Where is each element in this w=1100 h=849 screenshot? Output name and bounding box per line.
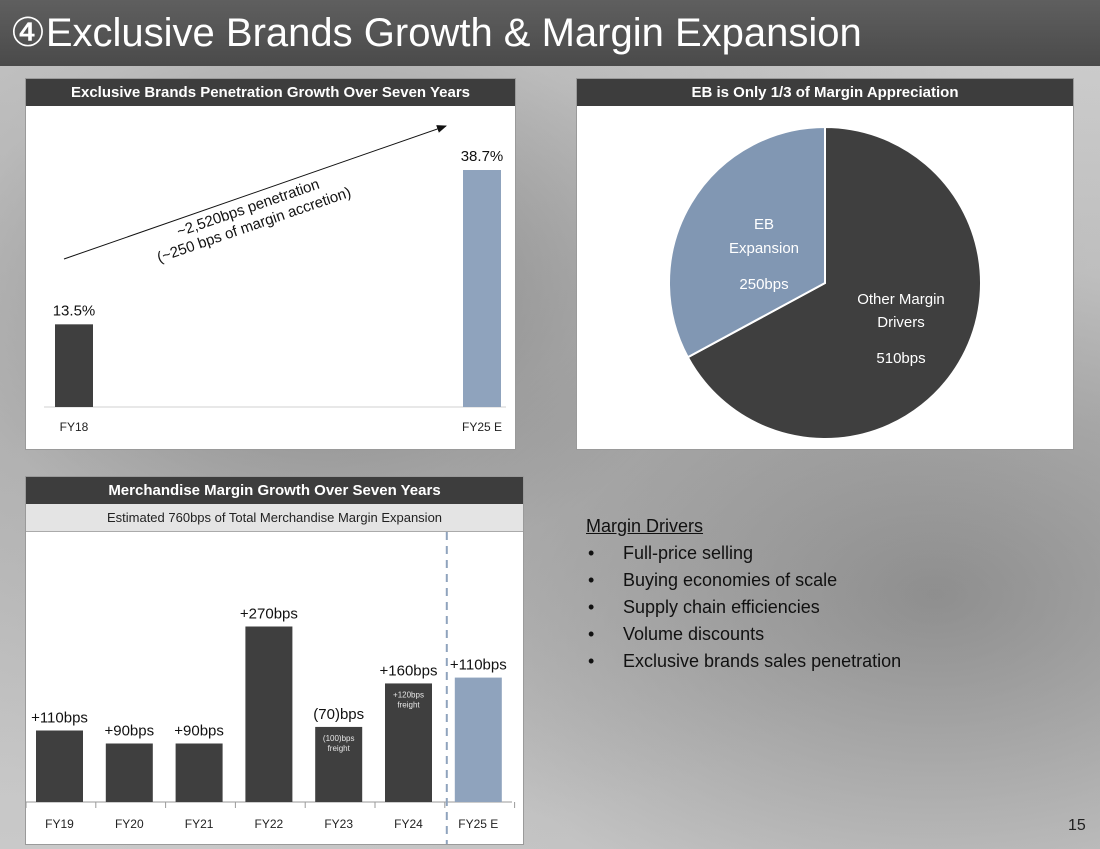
bullet-icon: • <box>588 624 595 644</box>
margin-driver-label: Supply chain efficiencies <box>623 597 820 617</box>
margin-bar <box>385 683 432 802</box>
margin-tick-label: FY24 <box>394 817 423 831</box>
margin-panel-subtitle: Estimated 760bps of Total Merchandise Ma… <box>26 504 523 532</box>
pie-chart: EB Expansion 250bps Other Margin Drivers 510b… <box>668 125 982 440</box>
margin-drivers-title: Margin Drivers <box>586 516 704 536</box>
pie-slice-other <box>686 125 982 440</box>
bullet-icon: • <box>588 543 595 563</box>
pie-label-eb-name2: Expansion <box>729 240 799 257</box>
margin-driver-item: • Buying economies of scale <box>586 567 1066 594</box>
bullet-icon: • <box>588 570 595 590</box>
margin-driver-label: Buying economies of scale <box>623 570 838 590</box>
margin-driver-label: Exclusive brands sales penetration <box>623 651 902 671</box>
margin-bar-label: (70)bps <box>313 706 364 723</box>
penetration-chart: ~2,520bps penetration (~250 bps of margi… <box>44 125 506 434</box>
pie-label-eb-value: 250bps <box>739 276 788 293</box>
pie-label-other-value: 510bps <box>876 350 925 367</box>
margin-bar-note: +120bps <box>393 690 424 699</box>
page-number: 15 <box>1068 817 1086 834</box>
margin-bar <box>454 677 502 802</box>
margin-chart: +110bps FY19 +90bps FY20 +90bps FY21 +270bps FY… <box>25 532 516 844</box>
margin-bar-label: +90bps <box>104 723 154 740</box>
pie-label-other-name1: Other Margin <box>857 291 945 308</box>
penetration-bar <box>55 324 93 407</box>
margin-bar <box>105 743 153 802</box>
margin-tick-label: FY19 <box>45 817 74 831</box>
penetration-bar <box>463 170 501 407</box>
margin-bar-label: +160bps <box>380 662 438 679</box>
pie-label-other-name2: Drivers <box>877 314 925 331</box>
margin-bar-note: freight <box>328 744 351 753</box>
penetration-panel: Exclusive Brands Penetration Growth Over… <box>25 78 516 450</box>
margin-tick-label: FY22 <box>255 817 284 831</box>
penetration-tick-label: FY18 <box>60 420 89 434</box>
margin-bar-label: +110bps <box>450 657 507 674</box>
margin-panel-title: Merchandise Margin Growth Over Seven Yea… <box>26 477 523 504</box>
margin-tick-label: FY20 <box>115 817 144 831</box>
margin-bar <box>36 730 83 802</box>
penetration-arrow <box>63 125 447 260</box>
margin-driver-item: • Exclusive brands sales penetration <box>586 648 1066 675</box>
penetration-tick-label: FY25 E <box>462 420 502 434</box>
bullet-icon: • <box>588 651 595 671</box>
title-bar: ④Exclusive Brands Growth & Margin Expans… <box>0 0 1100 66</box>
margin-driver-label: Full-price selling <box>623 543 754 563</box>
margin-tick-label: FY23 <box>324 817 353 831</box>
margin-bar <box>175 743 223 802</box>
bullet-icon: • <box>588 597 595 617</box>
margin-driver-item: • Full-price selling <box>586 540 1066 567</box>
margin-driver-item: • Volume discounts <box>586 621 1066 648</box>
margin-bar-note: freight <box>397 700 420 709</box>
margin-tick-label: FY25 E <box>458 817 498 831</box>
pie-slice-eb <box>668 125 826 359</box>
margin-drivers: Margin Drivers • Full-price selling • Buyi… <box>586 513 1066 675</box>
margin-drivers-list: • Full-price selling • Buying economies of… <box>586 540 1066 675</box>
slide-title: ④Exclusive Brands Growth & Margin Expans… <box>10 11 862 55</box>
margin-bar-label: +110bps <box>31 710 88 727</box>
margin-bar-note: (100)bps <box>323 734 355 743</box>
margin-bar <box>245 626 293 802</box>
margin-driver-item: • Supply chain efficiencies <box>586 594 1066 621</box>
margin-bar-label: +270bps <box>240 606 298 623</box>
margin-driver-label: Volume discounts <box>623 624 765 644</box>
pie-panel-title: EB is Only 1/3 of Margin Appreciation <box>577 79 1073 106</box>
penetration-panel-title: Exclusive Brands Penetration Growth Over… <box>26 79 515 106</box>
penetration-bar-label: 13.5% <box>53 302 96 319</box>
margin-tick-label: FY21 <box>185 817 214 831</box>
margin-bar-label: +90bps <box>174 723 224 740</box>
pie-panel: EB is Only 1/3 of Margin Appreciation EB… <box>576 78 1074 450</box>
penetration-bar-label: 38.7% <box>461 148 504 165</box>
margin-bar <box>315 726 363 802</box>
pie-label-eb-name1: EB <box>754 216 774 233</box>
margin-panel: Merchandise Margin Growth Over Seven Yea… <box>25 476 524 845</box>
